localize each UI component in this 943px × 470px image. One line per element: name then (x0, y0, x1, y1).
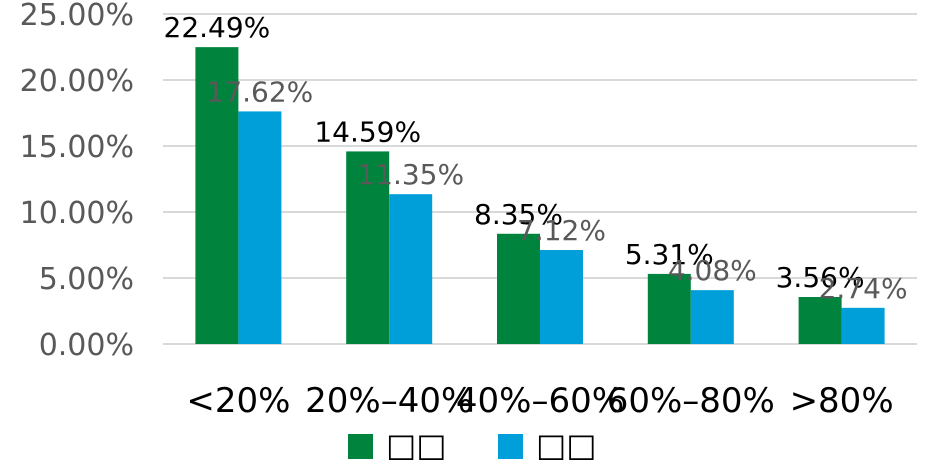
data-label: 4.08% (668, 254, 757, 287)
bar (690, 290, 734, 344)
data-label: 3.56% (776, 261, 865, 294)
x-tick-label: 20%–40% (305, 381, 473, 421)
x-tick-label: >80% (790, 381, 894, 421)
data-label: 17.62% (207, 75, 314, 108)
data-labels: 22.49% 17.62%14.59% 11.35% 8.35%7.12% 5.31%4… (164, 11, 908, 305)
x-tick-label: <20% (186, 381, 290, 421)
y-tick-label: 15.00% (20, 130, 134, 165)
bar (540, 250, 583, 344)
y-tick-label: 0.00% (39, 328, 134, 363)
bar (798, 297, 842, 344)
x-tick-label: 40%–60% (456, 381, 624, 421)
y-tick-label: 25.00% (20, 0, 134, 33)
y-tick-label: 20.00% (20, 64, 134, 99)
x-tick-label: 60%–80% (607, 381, 775, 421)
legend: □□ □□ (348, 426, 596, 464)
y-tick-label: 10.00% (20, 196, 134, 231)
bar (497, 233, 540, 344)
bar (238, 111, 282, 344)
data-label: 8.35% (474, 198, 563, 231)
bars (195, 47, 885, 345)
gridlines (163, 13, 917, 345)
x-axis: <20% 20%–40%40%–60%60%–80% >80% (186, 381, 893, 421)
data-label: 5.31% (625, 238, 714, 271)
data-label: 2.74% (819, 272, 908, 305)
bar (195, 47, 239, 345)
data-label: 22.49% (164, 11, 271, 44)
bar (346, 151, 390, 344)
legend-label: □□ (536, 426, 596, 464)
y-axis: 0.00% 5.00% 10.00% 15.00% 20.00% 25.00% (20, 0, 134, 363)
bar (841, 307, 885, 344)
y-tick-label: 5.00% (39, 262, 134, 297)
bar (647, 273, 691, 344)
bar (389, 194, 433, 344)
legend-swatch (348, 434, 373, 459)
data-label: 11.35% (357, 158, 464, 191)
data-label: 7.12% (517, 214, 606, 247)
legend-swatch (498, 434, 523, 459)
legend-label: □□ (386, 426, 446, 464)
data-label: 14.59% (314, 115, 421, 148)
